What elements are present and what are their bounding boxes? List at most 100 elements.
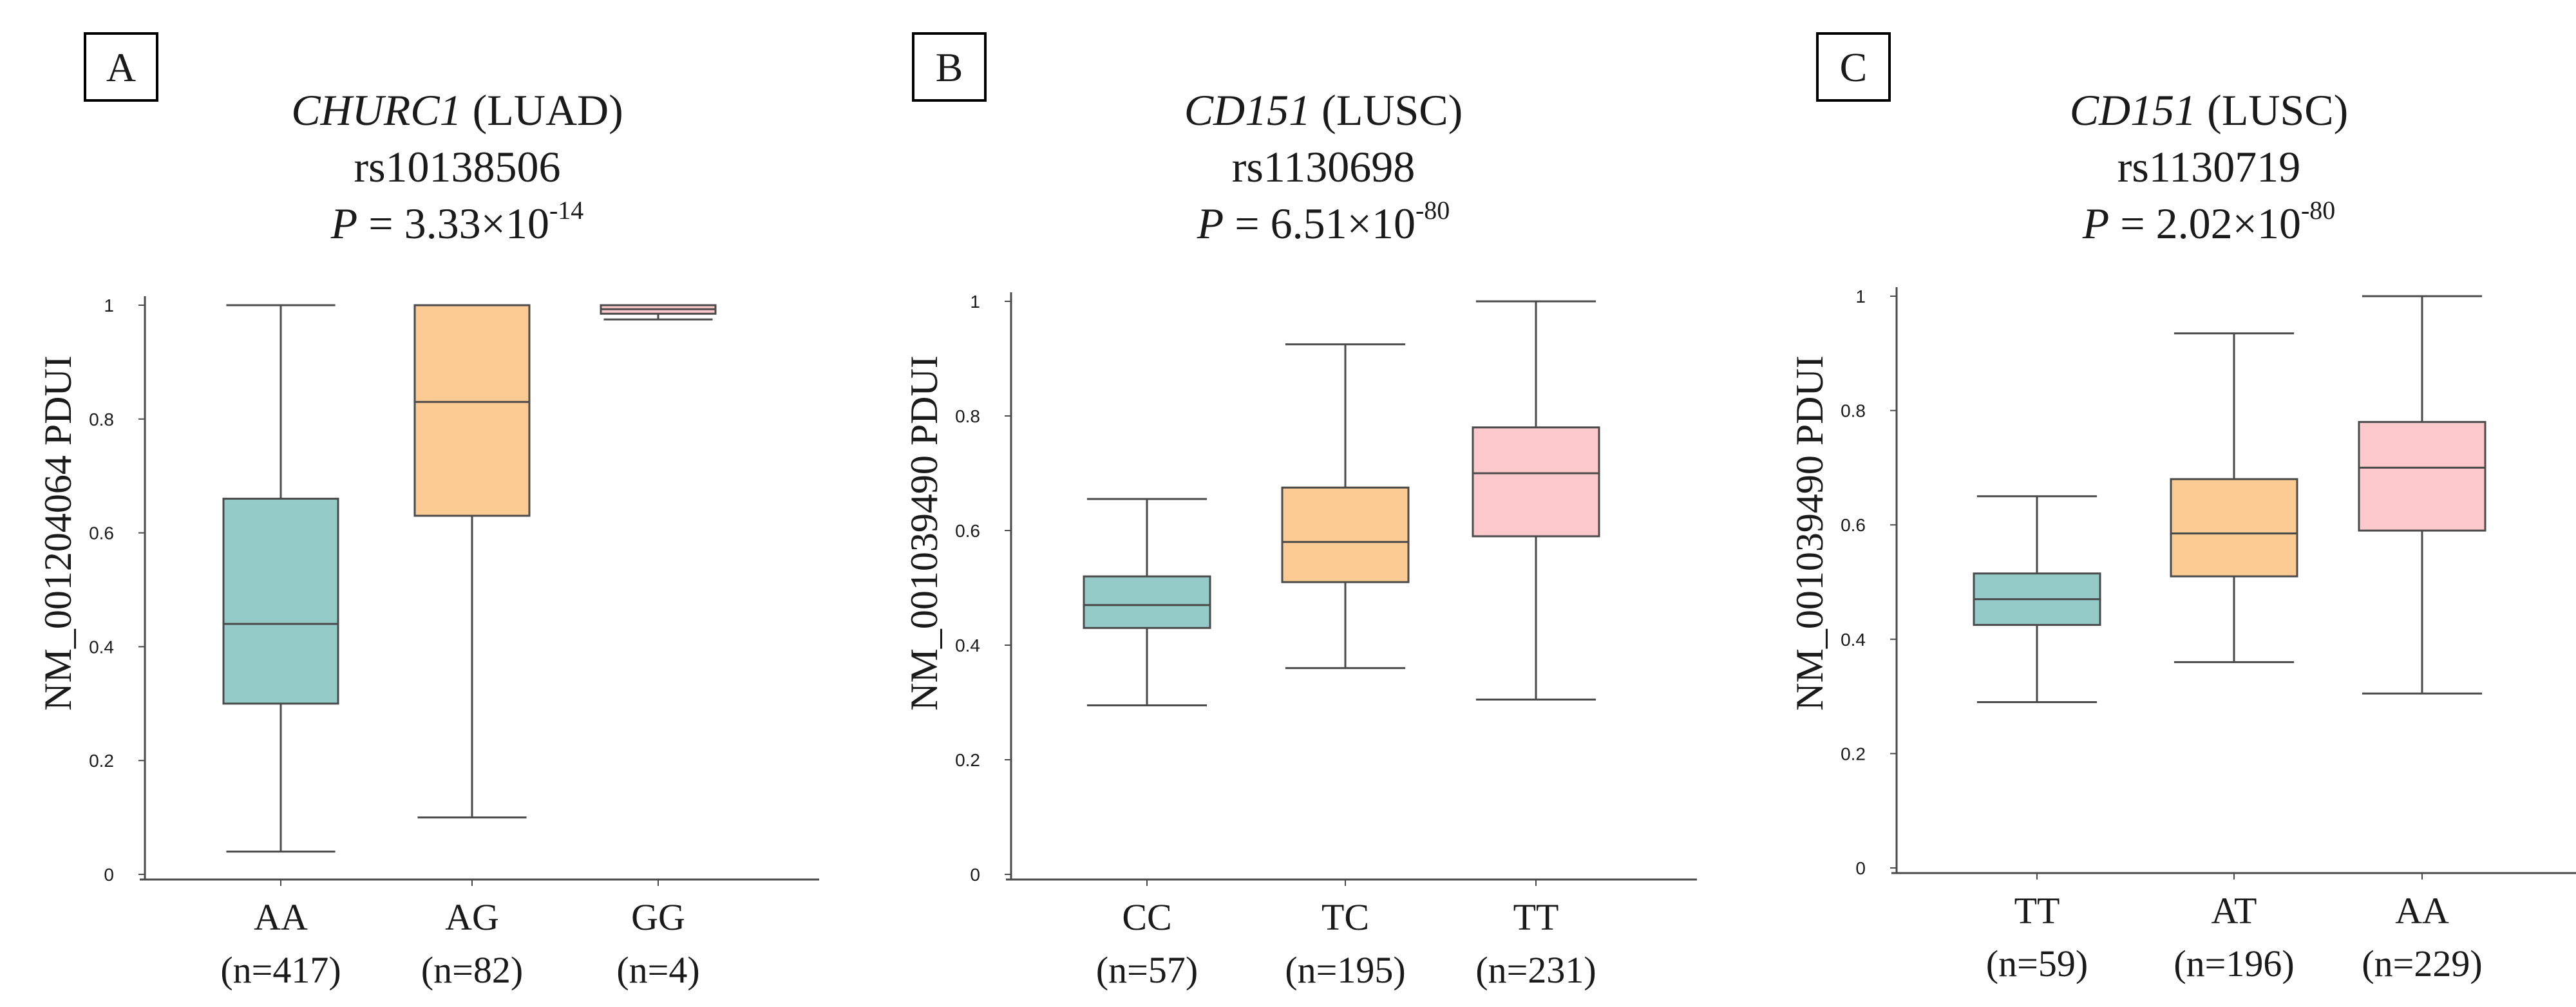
- chart-title-gene-line: CD151 (LUSC): [1184, 86, 1463, 135]
- panel-c: C CD151 (LUSC) rs1130719 P = 2.02×10-80 …: [1788, 32, 2576, 984]
- snp-id: rs10138506: [354, 142, 560, 191]
- sample-size-label: (n=59): [1986, 943, 2088, 984]
- category-label: AG: [445, 896, 499, 938]
- p-symbol: P: [330, 199, 358, 248]
- box-cc: [1083, 498, 1211, 706]
- iqr-box: [222, 498, 339, 705]
- y-tick-label: 1: [970, 292, 980, 312]
- box-aa: [2358, 295, 2486, 695]
- box-group: [222, 304, 717, 853]
- box-group: [1083, 300, 1600, 706]
- panel-letter-box: [84, 32, 158, 102]
- axes: 0 0.2 0.4 0.6 0.8 1: [955, 292, 1697, 886]
- category-label: TT: [1513, 896, 1559, 938]
- y-tick-label: 0: [104, 865, 114, 885]
- panel-letter-box: [1816, 32, 1891, 102]
- snp-id: rs1130698: [1232, 142, 1416, 191]
- p-mantissa: = 6.51×10: [1224, 199, 1416, 248]
- sample-size-label: (n=229): [2362, 943, 2482, 984]
- iqr-box: [2358, 420, 2486, 532]
- p-symbol: P: [1197, 199, 1224, 248]
- y-tick-label: 0.8: [1841, 401, 1866, 421]
- panel-a: A CHURC1 (LUAD) rs10138506 P = 3.33×10-1…: [37, 32, 819, 991]
- category-labels: CC (n=57) TC (n=195) TT (n=231): [1096, 896, 1596, 991]
- y-tick-label: 1: [1855, 287, 1866, 306]
- box-gg: [600, 304, 717, 321]
- y-tick-label: 0.6: [955, 521, 980, 541]
- category-label: GG: [631, 896, 685, 938]
- category-label: TC: [1321, 896, 1369, 938]
- cohort-label: (LUSC): [2207, 86, 2348, 135]
- gene-name: CD151: [1184, 86, 1311, 135]
- panel-b: B CD151 (LUSC) rs1130698 P = 6.51×10-80 …: [903, 32, 1697, 991]
- y-tick-label: 0.4: [1841, 630, 1866, 650]
- y-tick-label: 0: [970, 865, 980, 885]
- snp-id: rs1130719: [2117, 142, 2301, 191]
- y-tick-label: 0.6: [1841, 515, 1866, 535]
- gene-name: CHURC1: [291, 86, 461, 135]
- y-tick-label: 0: [1855, 858, 1866, 878]
- y-tick-label: 0.2: [955, 750, 980, 770]
- y-tick-label: 1: [104, 296, 114, 315]
- p-mantissa: = 2.02×10: [2109, 199, 2301, 248]
- category-label: AA: [254, 896, 308, 938]
- category-label: AT: [2211, 890, 2257, 932]
- y-tick-label: 0.4: [955, 635, 980, 655]
- sample-size-label: (n=4): [616, 949, 699, 991]
- sample-size-label: (n=417): [220, 949, 341, 991]
- y-tick-label: 0.8: [89, 409, 114, 429]
- sample-size-label: (n=57): [1096, 949, 1198, 991]
- panel-letter-box: [912, 32, 987, 102]
- cohort-label: (LUAD): [473, 86, 623, 135]
- iqr-box: [413, 304, 531, 517]
- p-mantissa: = 3.33×10: [357, 199, 549, 248]
- title-space: [462, 86, 473, 135]
- y-axis-label: NM_001204064 PDUI: [37, 355, 79, 711]
- category-label: CC: [1122, 896, 1171, 938]
- y-axis-label: NM_001039490 PDUI: [903, 355, 945, 711]
- y-tick-label: 0.8: [955, 406, 980, 426]
- title-space: [1311, 86, 1321, 135]
- iqr-box: [1472, 426, 1600, 538]
- gene-name: CD151: [2070, 86, 2196, 135]
- box-aa: [222, 304, 339, 853]
- box-ag: [413, 304, 531, 819]
- p-value: P = 2.02×10-80: [2082, 196, 2336, 248]
- axes: 0 0.2 0.4 0.6 0.8 1: [89, 296, 819, 886]
- box-tt: [1472, 300, 1600, 701]
- box-tt: [1973, 495, 2101, 703]
- iqr-box: [1281, 486, 1410, 583]
- title-space: [2196, 86, 2207, 135]
- chart-title-gene-line: CHURC1 (LUAD): [291, 86, 623, 135]
- y-tick-label: 0.4: [89, 637, 114, 657]
- box-tc: [1281, 343, 1410, 670]
- sample-size-label: (n=195): [1285, 949, 1405, 991]
- iqr-box: [1083, 575, 1211, 629]
- p-value: P = 3.33×10-14: [330, 196, 584, 248]
- iqr-box: [2170, 478, 2298, 578]
- p-symbol: P: [2082, 199, 2110, 248]
- chart-title-gene-line: CD151 (LUSC): [2070, 86, 2349, 135]
- box-at: [2170, 332, 2298, 663]
- sample-size-label: (n=82): [421, 949, 523, 991]
- y-tick-label: 0.2: [89, 751, 114, 771]
- panel-letter: B: [936, 44, 963, 90]
- category-labels: TT (n=59) AT (n=196) AA (n=229): [1986, 890, 2483, 984]
- panel-letter: A: [106, 44, 136, 90]
- category-labels: AA (n=417) AG (n=82) GG (n=4): [220, 896, 699, 991]
- panel-letter: C: [1840, 44, 1868, 90]
- category-label: AA: [2395, 890, 2449, 932]
- axes: 0 0.2 0.4 0.6 0.8 1: [1841, 287, 2576, 880]
- y-axis-label: NM_001039490 PDUI: [1788, 355, 1831, 711]
- y-tick-label: 0.2: [1841, 744, 1866, 764]
- sample-size-label: (n=196): [2174, 943, 2294, 984]
- sample-size-label: (n=231): [1475, 949, 1596, 991]
- category-label: TT: [2014, 890, 2060, 932]
- box-group: [1973, 295, 2486, 703]
- p-exponent: -80: [2301, 196, 2335, 225]
- p-value: P = 6.51×10-80: [1197, 196, 1450, 248]
- p-exponent: -14: [549, 196, 583, 225]
- p-exponent: -80: [1416, 196, 1450, 225]
- cohort-label: (LUSC): [1321, 86, 1463, 135]
